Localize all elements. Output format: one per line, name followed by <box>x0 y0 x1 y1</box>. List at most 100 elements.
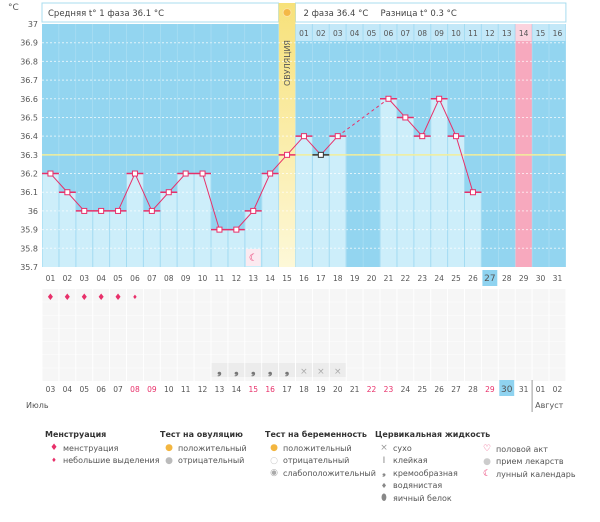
symbol-cell <box>42 302 59 315</box>
symbol-cell <box>549 341 566 355</box>
temperature-point <box>385 95 392 102</box>
watery-icon: ♦ <box>380 481 388 490</box>
temperature-point <box>284 151 291 158</box>
symbol-cell <box>346 289 363 302</box>
symbol-cell <box>465 341 481 355</box>
temperature-point <box>64 189 71 196</box>
symbol-cell <box>380 355 397 368</box>
temperature-point <box>250 207 257 214</box>
symbol-cell <box>59 341 76 355</box>
symbol-cell <box>448 289 464 302</box>
temperature-point <box>233 226 240 233</box>
cervical-cell <box>329 363 346 377</box>
dpo-label: 04 <box>350 29 360 38</box>
symbol-cell <box>211 328 228 342</box>
dpo-label: 07 <box>401 29 411 38</box>
symbol-cell <box>59 315 76 329</box>
cycle-day-label: 07 <box>147 274 157 283</box>
temperature-point <box>469 189 476 196</box>
legend-item: положительный <box>283 443 352 453</box>
symbol-cell <box>93 289 110 302</box>
symbol-cell <box>143 315 160 329</box>
symbol-cell <box>194 355 211 368</box>
dpo-cell <box>346 24 363 41</box>
symbol-cell <box>346 355 363 368</box>
y-tick-label: 37 <box>28 20 38 29</box>
temperature-segment <box>66 191 85 212</box>
light-drop-icon: ♦ <box>132 294 137 301</box>
symbol-cell <box>59 328 76 342</box>
cycle-day-label: 27 <box>484 274 495 284</box>
symbol-cell <box>228 302 245 315</box>
y-tick-label: 36.6 <box>20 95 38 104</box>
light-drop-icon: ♦ <box>51 457 57 465</box>
legend-title: Менструация <box>45 430 107 439</box>
date-label: 29 <box>485 385 495 394</box>
symbol-cell <box>363 368 380 381</box>
creamy-icon: ❟ <box>382 468 386 479</box>
symbol-cell <box>363 328 380 342</box>
legend-item: водянистая <box>393 481 443 491</box>
symbol-cell <box>211 302 228 315</box>
cycle-day-label: 04 <box>96 274 106 283</box>
symbol-cell <box>431 315 448 329</box>
symbol-cell <box>414 315 431 329</box>
symbol-cell <box>448 328 464 342</box>
symbol-cell <box>549 368 566 381</box>
symbol-cell <box>498 355 515 368</box>
symbol-cell <box>465 328 481 342</box>
symbol-cell <box>194 315 211 329</box>
symbol-cell <box>312 289 329 302</box>
cycle-day-label: 29 <box>519 274 529 283</box>
creamy-icon: ❟ <box>285 364 289 377</box>
symbol-cell <box>498 289 515 302</box>
date-label: 02 <box>553 385 563 394</box>
symbol-cell <box>110 302 126 315</box>
symbol-cell <box>515 302 532 315</box>
symbol-cell <box>110 289 126 302</box>
symbol-cell <box>397 302 414 315</box>
symbol-cell <box>177 315 194 329</box>
symbol-cell <box>127 355 143 368</box>
symbol-cell <box>465 302 481 315</box>
creamy-icon: ❟ <box>234 364 238 377</box>
symbol-cell <box>211 315 228 329</box>
symbol-cell <box>549 289 566 302</box>
legend-item: половой акт <box>496 444 548 454</box>
symbol-cell <box>397 328 414 342</box>
symbol-cell <box>245 341 262 355</box>
temperature-point <box>402 114 409 121</box>
symbol-cell <box>346 302 363 315</box>
ovulation-column <box>278 3 296 267</box>
symbol-cell <box>549 355 566 368</box>
temperature-segment <box>388 98 406 118</box>
symbol-cell <box>279 315 295 329</box>
symbol-cell <box>414 328 431 342</box>
symbol-cell <box>312 328 329 342</box>
date-label: 24 <box>401 385 411 394</box>
symbol-cell <box>279 328 295 342</box>
temperature-point <box>131 170 138 177</box>
cervical-cell <box>262 363 279 377</box>
temperature-difference: Разница t° 0.3 °C <box>381 9 457 19</box>
cycle-day-label: 08 <box>164 274 174 283</box>
legend-item: кремообразная <box>393 468 458 478</box>
symbol-cell <box>76 328 93 342</box>
symbol-cell <box>76 289 93 302</box>
dpo-label: 15 <box>536 29 546 38</box>
symbol-cell <box>279 341 295 355</box>
y-tick-label: 36.7 <box>20 76 38 85</box>
symbol-cell <box>414 289 431 302</box>
temperature-point <box>47 170 54 177</box>
symbol-cell <box>177 302 194 315</box>
symbol-cell <box>177 368 194 381</box>
symbol-cell <box>397 368 414 381</box>
symbol-cell <box>76 302 93 315</box>
cervical-cell <box>245 363 262 377</box>
date-label: 21 <box>350 385 360 394</box>
symbol-cell <box>312 302 329 315</box>
symbol-cell <box>42 341 59 355</box>
temperature-bar <box>431 98 448 268</box>
symbol-cell <box>245 302 262 315</box>
symbol-cell <box>481 368 498 381</box>
